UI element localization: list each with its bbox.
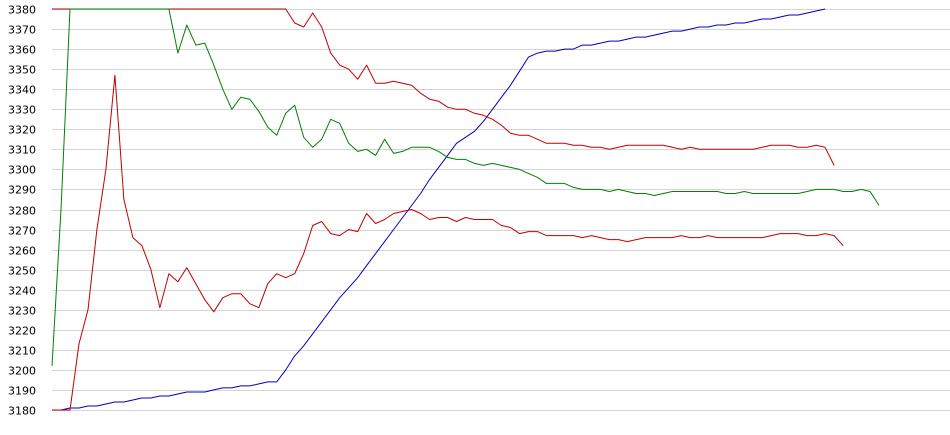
y-tick-label: 3330 [8, 104, 36, 117]
y-tick-label: 3180 [8, 405, 36, 418]
y-tick-label: 3370 [8, 24, 36, 37]
y-tick-label: 3270 [8, 225, 36, 238]
y-tick-label: 3230 [8, 305, 36, 318]
y-tick-label: 3280 [8, 205, 36, 218]
series-line-3 [52, 8, 835, 166]
y-tick-label: 3260 [8, 245, 36, 258]
y-tick-label: 3250 [8, 265, 36, 278]
y-tick-label: 3300 [8, 164, 36, 177]
y-tick-label: 3290 [8, 184, 36, 197]
y-tick-label: 3190 [8, 385, 36, 398]
y-tick-label: 3310 [8, 144, 36, 157]
y-tick-label: 3320 [8, 124, 36, 137]
y-tick-label: 3240 [8, 285, 36, 298]
y-tick-label: 3340 [8, 84, 36, 97]
series-line-2 [52, 74, 844, 411]
y-tick-label: 3200 [8, 365, 36, 378]
y-tick-label: 3210 [8, 345, 36, 358]
y-tick-label: 3350 [8, 64, 36, 77]
y-tick-label: 3360 [8, 44, 36, 57]
series-line-1 [52, 8, 826, 411]
chart-grid [52, 9, 950, 411]
y-axis-tick-labels: 3180 3190 3200 3210 3220 3230 3240 3250 3260 3270… [8, 4, 36, 418]
chart-series [51, 8, 880, 411]
y-tick-label: 3220 [8, 325, 36, 338]
y-tick-label: 3380 [8, 4, 36, 17]
series-line-4 [51, 8, 880, 366]
